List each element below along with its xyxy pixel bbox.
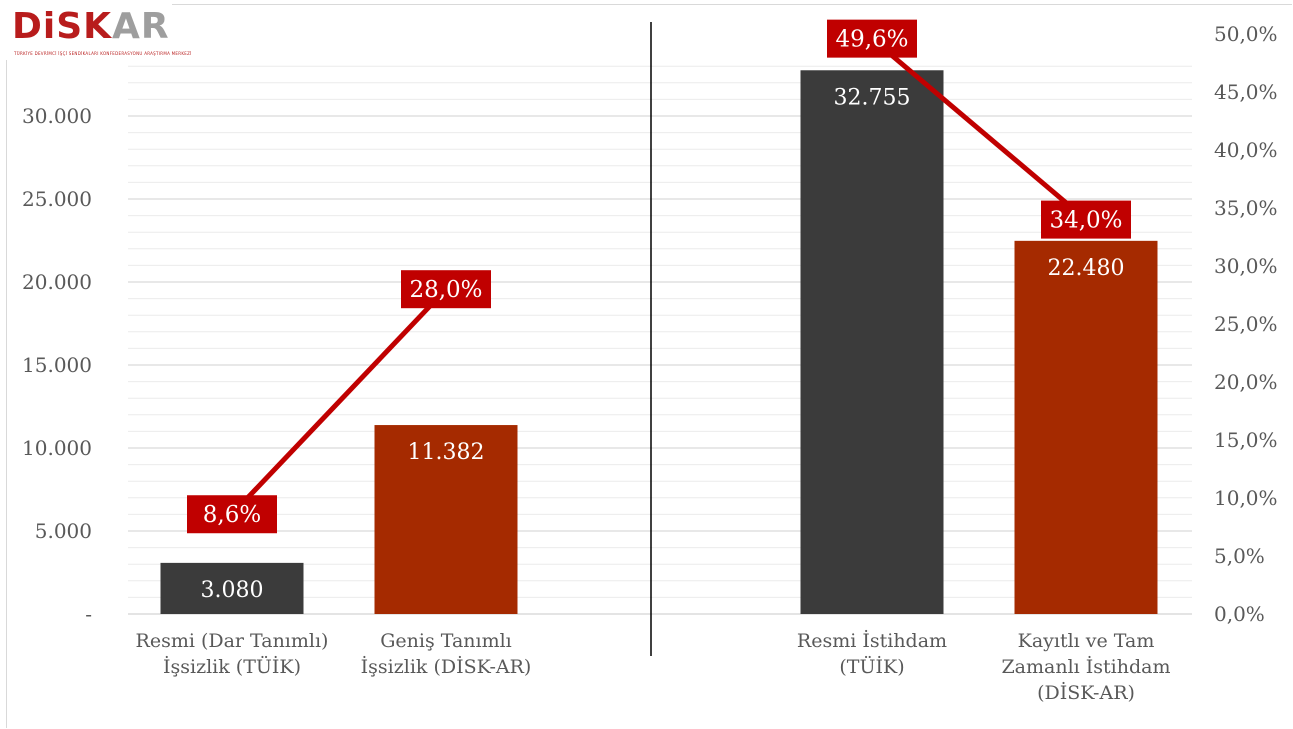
left-axis-tick-label: 10.000 <box>22 436 92 460</box>
rate-label-box <box>187 495 277 534</box>
category-label: Kayıtlı ve Tam <box>1018 630 1155 652</box>
rate-label-box <box>827 19 917 58</box>
bar <box>1014 240 1158 614</box>
bar-value-label: 22.480 <box>1048 256 1125 281</box>
right-axis-tick-label: 50,0% <box>1214 22 1278 46</box>
rate-label-box <box>401 270 491 309</box>
right-axis-tick-label: 40,0% <box>1214 138 1278 162</box>
left-axis-tick-label: 25.000 <box>22 187 92 211</box>
category-label: Zamanlı İstihdam <box>1001 655 1170 678</box>
rate-label: 8,6% <box>203 502 261 528</box>
left-axis-tick-label: 5.000 <box>35 519 92 543</box>
right-axis-tick-label: 30,0% <box>1214 254 1278 278</box>
category-label: İşsizlik (DİSK-AR) <box>361 655 532 678</box>
rate-label-box <box>1041 200 1131 239</box>
rate-label: 49,6% <box>835 27 908 53</box>
left-axis-tick-label: 30.000 <box>22 104 92 128</box>
bar-value-label: 32.755 <box>834 85 911 110</box>
category-label: Geniş Tanımlı <box>380 630 512 652</box>
category-label: (DİSK-AR) <box>1037 681 1135 704</box>
left-axis-tick-label: 20.000 <box>22 270 92 294</box>
right-axis-tick-label: 20,0% <box>1214 370 1278 394</box>
right-axis-tick-label: 25,0% <box>1214 312 1278 336</box>
bar <box>160 562 304 614</box>
bar-value-label: 3.080 <box>201 578 264 603</box>
rate-label: 28,0% <box>409 277 482 303</box>
right-axis-tick-label: 10,0% <box>1214 486 1278 510</box>
category-label: (TÜİK) <box>839 655 904 678</box>
right-axis-tick-label: 5,0% <box>1214 544 1265 568</box>
right-axis-tick-label: 45,0% <box>1214 80 1278 104</box>
rate-line <box>870 36 1088 222</box>
chart-frame <box>6 4 1292 728</box>
logo: DiSKAR TÜRKİYE DEVRİMCİ İŞÇİ SENDİKALARI… <box>6 4 191 60</box>
logo-main-text: DiSK <box>12 6 113 47</box>
logo-wordmark: DiSKAR <box>12 5 170 49</box>
rate-line <box>230 287 448 516</box>
bar <box>800 70 944 615</box>
left-axis-tick-label: - <box>85 602 92 626</box>
logo-accent-text: AR <box>112 6 170 47</box>
category-label: Resmi İstihdam <box>797 629 947 652</box>
bar-value-label: 11.382 <box>408 440 485 465</box>
right-axis-tick-label: 35,0% <box>1214 196 1278 220</box>
rate-label: 34,0% <box>1049 208 1122 234</box>
category-label: Resmi (Dar Tanımlı) <box>136 630 329 652</box>
logo-subtitle: TÜRKİYE DEVRİMCİ İŞÇİ SENDİKALARI KONFED… <box>14 51 192 56</box>
right-axis-tick-label: 15,0% <box>1214 428 1278 452</box>
bar <box>374 425 518 614</box>
category-label: İşsizlik (TÜİK) <box>163 655 301 678</box>
left-axis-tick-label: 15.000 <box>22 353 92 377</box>
right-axis-tick-label: 0,0% <box>1214 602 1265 626</box>
